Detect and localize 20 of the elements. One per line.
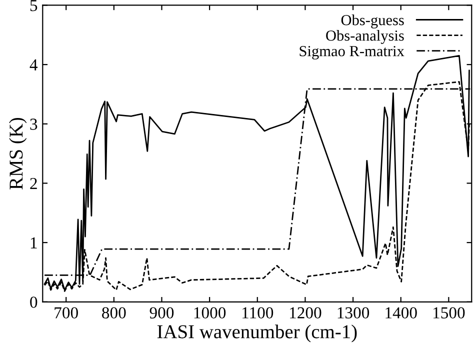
x-tick-label: 700 <box>54 307 78 318</box>
y-tick-label: 3 <box>30 118 38 130</box>
x-tick-label: 1500 <box>433 307 465 318</box>
x-tick-label: 1200 <box>290 307 322 318</box>
legend-label: Sigmao R-matrix <box>300 46 404 60</box>
legend-label: Obs-analysis <box>326 30 404 44</box>
y-axis-title: RMS (K) <box>9 118 27 190</box>
x-tick-label: 1400 <box>386 307 417 318</box>
x-tick-label: 800 <box>102 307 126 318</box>
x-tick-label: 1300 <box>338 307 370 318</box>
y-tick-label: 4 <box>30 59 38 70</box>
y-tick-label: 5 <box>30 0 38 12</box>
x-tick-label: 1100 <box>242 307 274 318</box>
legend-label: Obs-guess <box>341 14 404 28</box>
y-tick-label: 2 <box>30 178 37 190</box>
x-tick-label: 1000 <box>194 307 226 318</box>
y-tick-label: 1 <box>30 237 37 248</box>
x-tick-label: 900 <box>150 307 174 318</box>
y-tick-label: 0 <box>30 296 38 308</box>
x-axis-title: IASI wavenumber (cm-1) <box>157 324 357 342</box>
